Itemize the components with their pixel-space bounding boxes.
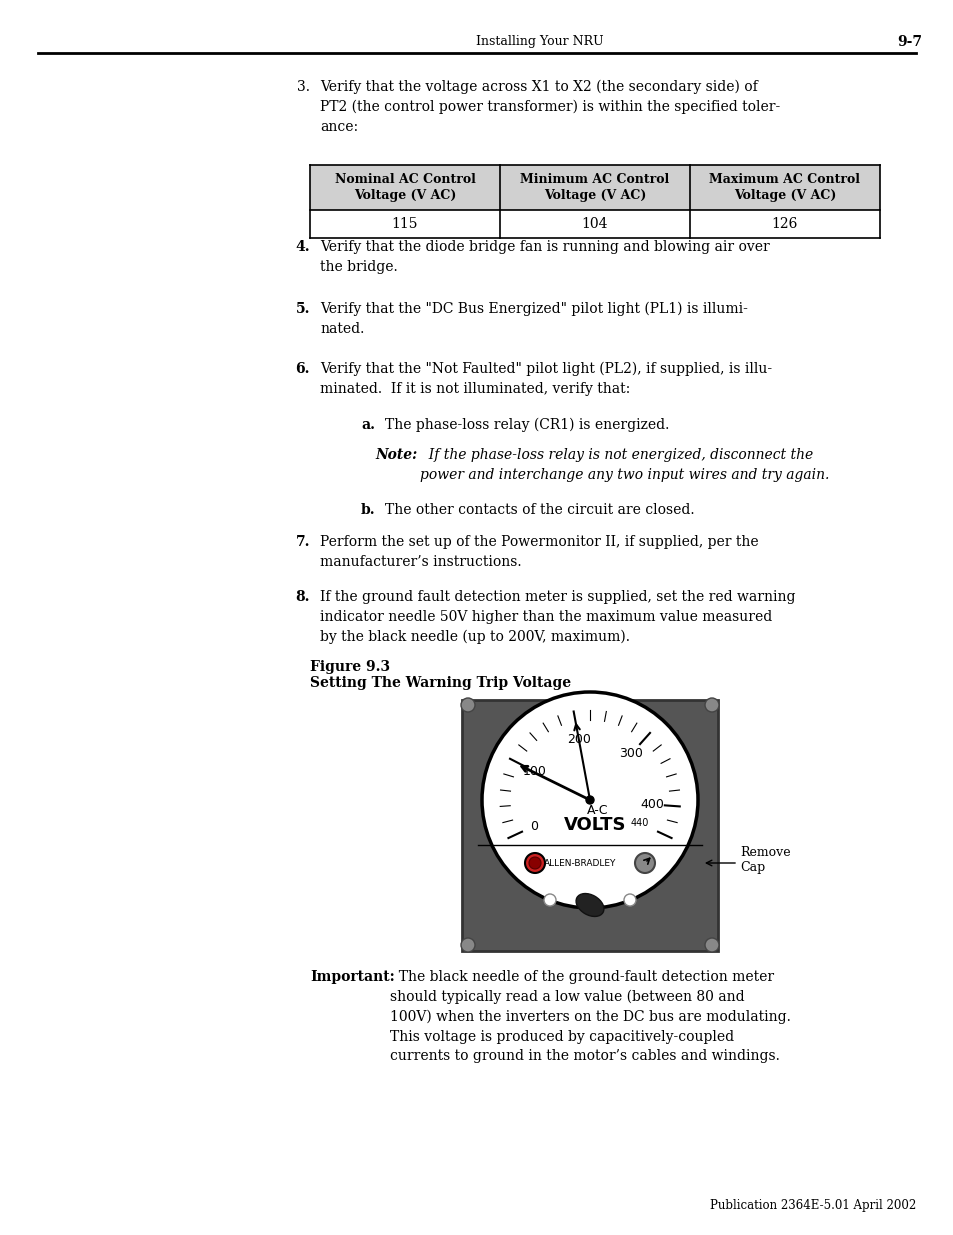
Circle shape bbox=[704, 698, 719, 713]
Circle shape bbox=[704, 939, 719, 952]
Text: 300: 300 bbox=[618, 747, 642, 761]
Circle shape bbox=[623, 894, 636, 906]
Text: If the phase-loss relay is not energized, disconnect the
power and interchange a: If the phase-loss relay is not energized… bbox=[419, 448, 828, 482]
Text: b.: b. bbox=[360, 503, 375, 517]
Text: 126: 126 bbox=[771, 217, 798, 231]
Circle shape bbox=[543, 894, 556, 906]
Text: Figure 9.3: Figure 9.3 bbox=[310, 659, 390, 674]
Ellipse shape bbox=[576, 894, 603, 916]
Text: Publication 2364E-5.01 April 2002: Publication 2364E-5.01 April 2002 bbox=[709, 1198, 915, 1212]
Text: Perform the set up of the Powermonitor II, if supplied, per the
manufacturer’s i: Perform the set up of the Powermonitor I… bbox=[319, 535, 758, 568]
Text: 440: 440 bbox=[630, 819, 648, 829]
Circle shape bbox=[635, 853, 655, 873]
Bar bbox=[689, 165, 879, 210]
Text: Installing Your NRU: Installing Your NRU bbox=[476, 36, 603, 48]
Text: Verify that the "Not Faulted" pilot light (PL2), if supplied, is illu-
minated. : Verify that the "Not Faulted" pilot ligh… bbox=[319, 362, 771, 396]
Text: Note:: Note: bbox=[375, 448, 416, 462]
Text: 7.: 7. bbox=[295, 535, 310, 550]
Text: Maximum AC Control
Voltage (V AC): Maximum AC Control Voltage (V AC) bbox=[709, 173, 860, 203]
Circle shape bbox=[460, 939, 475, 952]
Circle shape bbox=[529, 857, 540, 869]
Text: Verify that the diode bridge fan is running and blowing air over
the bridge.: Verify that the diode bridge fan is runn… bbox=[319, 240, 769, 273]
Text: The phase-loss relay (CR1) is energized.: The phase-loss relay (CR1) is energized. bbox=[385, 417, 669, 432]
Text: 100: 100 bbox=[522, 766, 546, 778]
Ellipse shape bbox=[481, 692, 698, 908]
Text: ALLEN-BRADLEY: ALLEN-BRADLEY bbox=[543, 858, 616, 867]
Circle shape bbox=[585, 797, 594, 804]
Text: Setting The Warning Trip Voltage: Setting The Warning Trip Voltage bbox=[310, 676, 571, 690]
Text: 400: 400 bbox=[639, 798, 663, 811]
Text: 200: 200 bbox=[566, 732, 590, 746]
Text: 0: 0 bbox=[529, 820, 537, 832]
Bar bbox=[499, 165, 689, 210]
Text: Remove
Cap: Remove Cap bbox=[740, 846, 790, 874]
Text: Verify that the voltage across X1 to X2 (the secondary side) of
PT2 (the control: Verify that the voltage across X1 to X2 … bbox=[319, 80, 780, 133]
Circle shape bbox=[524, 853, 544, 873]
Text: If the ground fault detection meter is supplied, set the red warning
indicator n: If the ground fault detection meter is s… bbox=[319, 590, 795, 643]
Text: 5.: 5. bbox=[295, 303, 310, 316]
Bar bbox=[310, 165, 499, 210]
Text: 8.: 8. bbox=[295, 590, 310, 604]
Text: 104: 104 bbox=[581, 217, 608, 231]
Text: a.: a. bbox=[360, 417, 375, 432]
Text: 115: 115 bbox=[392, 217, 417, 231]
Text: Minimum AC Control
Voltage (V AC): Minimum AC Control Voltage (V AC) bbox=[519, 173, 669, 203]
Text: 3.: 3. bbox=[296, 80, 310, 94]
Text: A-C: A-C bbox=[587, 804, 608, 816]
Text: Important:: Important: bbox=[310, 969, 395, 984]
Text: 9-7: 9-7 bbox=[897, 35, 922, 49]
Text: The black needle of the ground-fault detection meter
should typically read a low: The black needle of the ground-fault det… bbox=[390, 969, 790, 1063]
Text: 6.: 6. bbox=[295, 362, 310, 375]
Text: Nominal AC Control
Voltage (V AC): Nominal AC Control Voltage (V AC) bbox=[335, 173, 475, 203]
Text: 4.: 4. bbox=[295, 240, 310, 254]
Text: VOLTS: VOLTS bbox=[563, 816, 625, 834]
Text: Verify that the "DC Bus Energized" pilot light (PL1) is illumi-
nated.: Verify that the "DC Bus Energized" pilot… bbox=[319, 303, 747, 336]
Circle shape bbox=[460, 698, 475, 713]
Text: The other contacts of the circuit are closed.: The other contacts of the circuit are cl… bbox=[385, 503, 694, 517]
Bar bbox=[461, 700, 718, 951]
